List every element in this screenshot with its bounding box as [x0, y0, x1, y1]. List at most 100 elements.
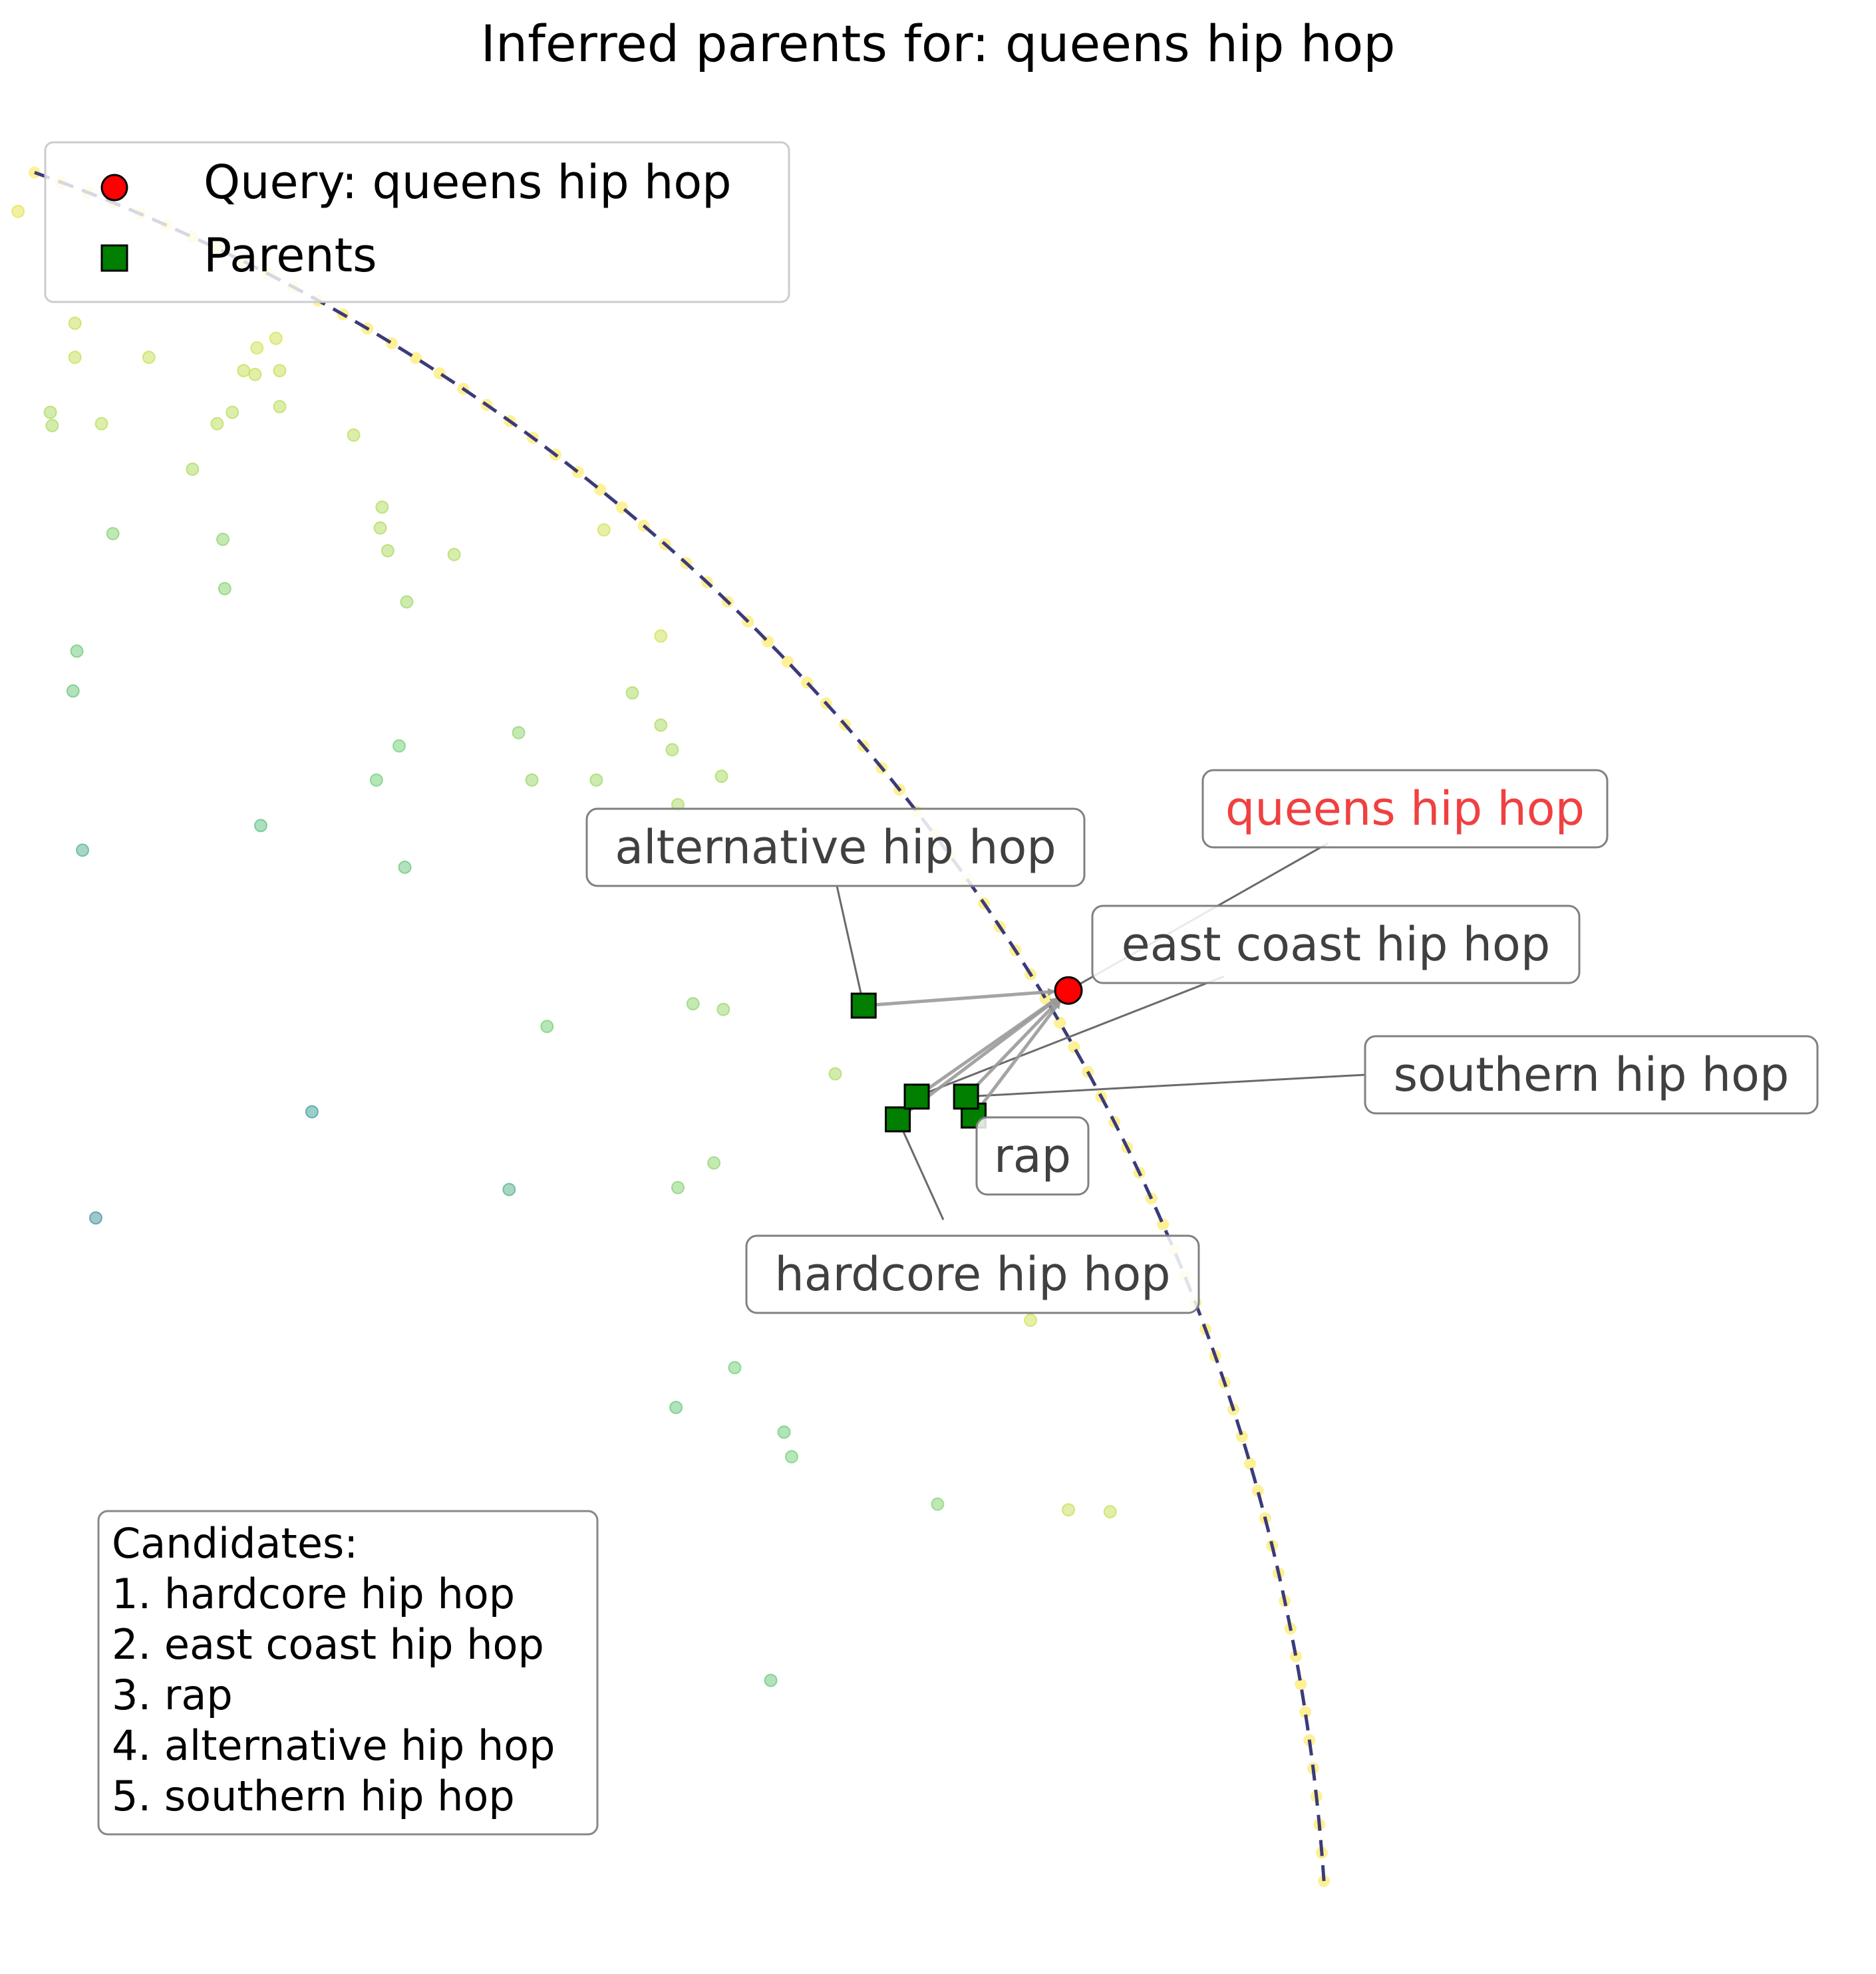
- background-point: [76, 843, 90, 857]
- legend-query-label: Query: queens hip hop: [204, 155, 732, 210]
- legend-query-marker: [100, 174, 128, 202]
- background-point: [253, 819, 267, 833]
- background-point: [11, 204, 25, 218]
- point-label: southern hip hop: [1394, 1048, 1790, 1102]
- candidates-box: Candidates: 1. hardcore hip hop 2. east …: [97, 1510, 599, 1836]
- label-connector: [897, 1119, 945, 1220]
- background-point: [400, 595, 414, 609]
- curve-point: [1235, 1430, 1248, 1443]
- background-point: [665, 743, 679, 757]
- background-point: [226, 405, 239, 419]
- parent-arrow: [915, 997, 1058, 1098]
- background-point: [381, 544, 394, 557]
- curve-point: [1295, 1678, 1307, 1691]
- candidate-item: 5. southern hip hop: [112, 1772, 515, 1820]
- label-box: [585, 807, 1086, 887]
- legend-frame: [44, 141, 790, 303]
- background-point: [502, 1183, 516, 1197]
- label-box: [1364, 1035, 1819, 1115]
- background-point: [375, 500, 389, 514]
- label-box: [1091, 905, 1581, 984]
- background-point: [248, 367, 262, 381]
- curve-point: [1299, 1706, 1312, 1719]
- background-point: [777, 1425, 791, 1439]
- background-point: [218, 582, 232, 595]
- background-point: [273, 400, 287, 414]
- background-point: [94, 417, 108, 431]
- background-point: [447, 547, 461, 561]
- curve-point: [1289, 1650, 1302, 1663]
- point-label: rap: [994, 1129, 1071, 1183]
- point-label: east coast hip hop: [1122, 917, 1551, 972]
- background-point: [142, 351, 156, 364]
- background-point: [392, 739, 406, 753]
- point-markers: [850, 976, 1083, 1133]
- background-point: [707, 1156, 721, 1170]
- background-point: [68, 351, 82, 364]
- background-point: [66, 684, 80, 698]
- point-label: alternative hip hop: [615, 820, 1056, 875]
- background-point: [1103, 1504, 1117, 1518]
- point-labels: queens hip hop alternative hip hop east co…: [585, 769, 1819, 1314]
- candidate-item: 4. alternative hip hop: [112, 1721, 555, 1770]
- background-point: [671, 1181, 685, 1195]
- background-point: [512, 726, 526, 740]
- label-connector: [966, 1073, 1366, 1098]
- background-point: [369, 773, 383, 787]
- label-connector: [916, 975, 1225, 1098]
- legend-parents-marker: [100, 244, 128, 272]
- label-box: [975, 1116, 1090, 1196]
- background-point: [784, 1450, 798, 1464]
- label-box: [1201, 769, 1609, 849]
- background-point: [764, 1673, 778, 1687]
- candidate-item: 2. east coast hip hop: [112, 1620, 544, 1669]
- point-label: queens hip hop: [1225, 781, 1585, 836]
- candidates-frame: [97, 1510, 599, 1836]
- label-connector: [836, 885, 865, 1006]
- background-point: [373, 521, 387, 535]
- background-point: [716, 1002, 730, 1016]
- background-point: [597, 523, 611, 537]
- background-point: [398, 860, 412, 874]
- parent-marker: [885, 1106, 911, 1133]
- background-point: [43, 405, 57, 419]
- point-label: hardcore hip hop: [774, 1247, 1170, 1302]
- background-point: [828, 1067, 842, 1081]
- candidate-item: 3. rap: [112, 1671, 233, 1719]
- label-connectors: [836, 842, 1366, 1220]
- background-points: [11, 204, 1117, 1687]
- background-point: [68, 317, 82, 330]
- parent-marker: [903, 1083, 930, 1110]
- background-point: [273, 364, 287, 378]
- background-point: [45, 418, 59, 432]
- background-point: [728, 1361, 742, 1375]
- background-point: [525, 773, 539, 787]
- background-point: [714, 770, 728, 783]
- background-point: [347, 428, 361, 442]
- background-point: [216, 532, 230, 546]
- query-marker: [1054, 976, 1083, 1005]
- background-point: [210, 417, 224, 431]
- background-point: [1024, 1314, 1038, 1328]
- legend-parents-label: Parents: [204, 228, 377, 283]
- parent-marker: [850, 992, 877, 1019]
- background-point: [686, 997, 700, 1011]
- background-point: [1062, 1503, 1076, 1517]
- parent-arrow: [965, 999, 1060, 1098]
- background-point: [250, 341, 264, 355]
- legend: Query: queens hip hop Parents: [44, 141, 790, 303]
- background-point: [625, 686, 639, 700]
- background-point: [669, 1401, 683, 1415]
- label-box: [745, 1234, 1200, 1314]
- background-point: [186, 462, 200, 476]
- curve-point: [1251, 1484, 1264, 1497]
- curve-point: [1244, 1457, 1257, 1470]
- background-point: [269, 331, 283, 345]
- parent-marker: [953, 1083, 979, 1110]
- background-point: [106, 527, 120, 541]
- background-point: [589, 773, 603, 787]
- background-point: [540, 1020, 554, 1034]
- background-point: [89, 1211, 102, 1225]
- background-point: [654, 629, 668, 643]
- candidate-item: 1. hardcore hip hop: [112, 1570, 515, 1618]
